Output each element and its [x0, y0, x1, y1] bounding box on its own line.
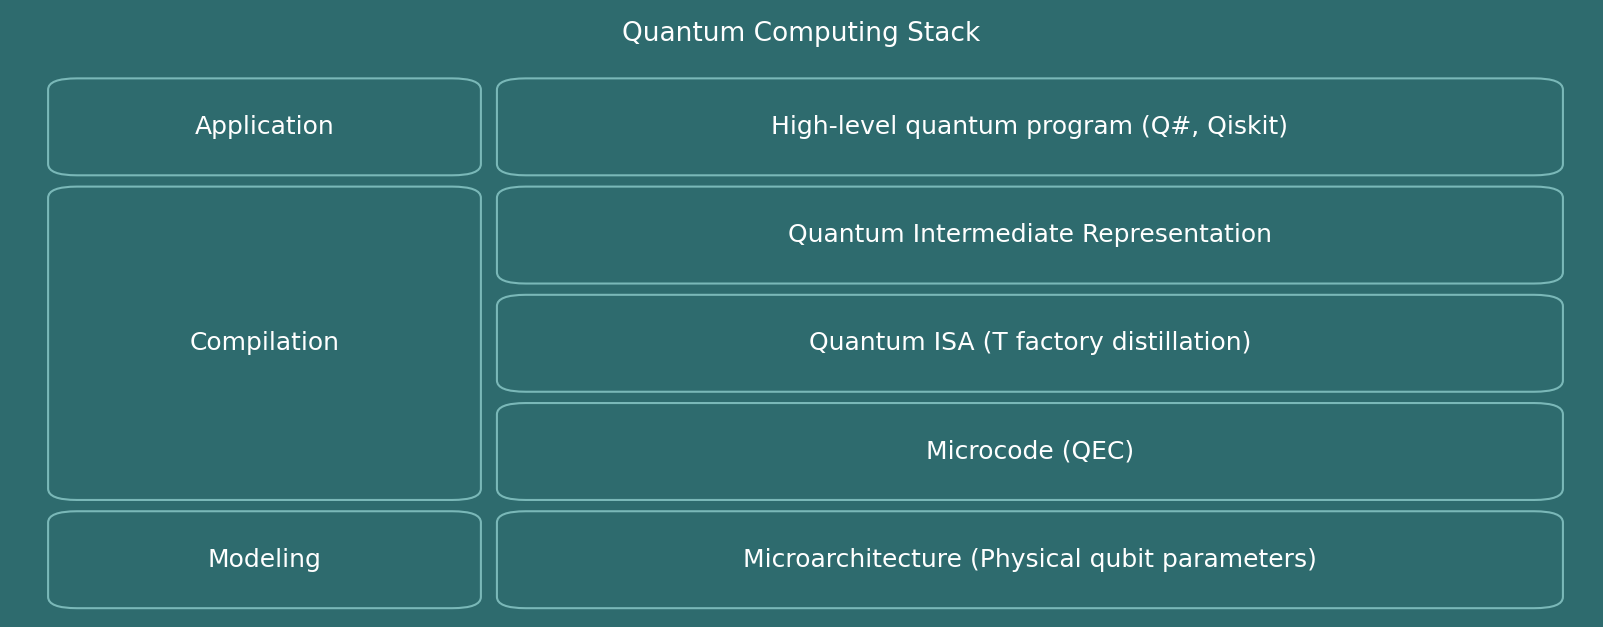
FancyBboxPatch shape	[497, 187, 1563, 283]
FancyBboxPatch shape	[48, 511, 481, 608]
FancyBboxPatch shape	[48, 78, 481, 176]
Text: Modeling: Modeling	[207, 548, 322, 572]
FancyBboxPatch shape	[497, 78, 1563, 176]
FancyBboxPatch shape	[48, 187, 481, 500]
Text: Microarchitecture (Physical qubit parameters): Microarchitecture (Physical qubit parame…	[742, 548, 1318, 572]
Text: Compilation: Compilation	[189, 331, 340, 356]
Text: Application: Application	[194, 115, 335, 139]
Text: Microcode (QEC): Microcode (QEC)	[927, 440, 1133, 463]
Text: High-level quantum program (Q#, Qiskit): High-level quantum program (Q#, Qiskit)	[771, 115, 1289, 139]
FancyBboxPatch shape	[497, 511, 1563, 608]
Text: Quantum Computing Stack: Quantum Computing Stack	[622, 21, 981, 48]
Text: Quantum Intermediate Representation: Quantum Intermediate Representation	[789, 223, 1271, 247]
FancyBboxPatch shape	[497, 403, 1563, 500]
FancyBboxPatch shape	[497, 295, 1563, 392]
Text: Quantum ISA (T factory distillation): Quantum ISA (T factory distillation)	[810, 331, 1250, 356]
